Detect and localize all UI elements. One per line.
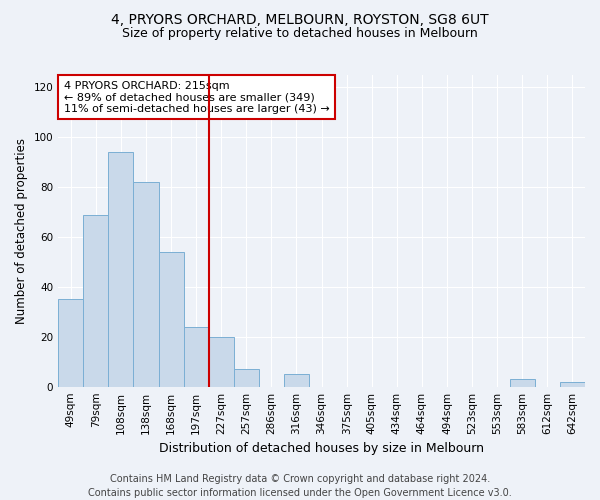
Bar — [209, 337, 234, 386]
Bar — [234, 369, 259, 386]
Bar — [109, 152, 133, 386]
Text: Size of property relative to detached houses in Melbourn: Size of property relative to detached ho… — [122, 28, 478, 40]
Bar — [58, 300, 83, 386]
Y-axis label: Number of detached properties: Number of detached properties — [15, 138, 28, 324]
Bar — [284, 374, 309, 386]
Bar — [158, 252, 184, 386]
Text: 4 PRYORS ORCHARD: 215sqm
← 89% of detached houses are smaller (349)
11% of semi-: 4 PRYORS ORCHARD: 215sqm ← 89% of detach… — [64, 80, 329, 114]
Bar — [133, 182, 158, 386]
Text: Contains HM Land Registry data © Crown copyright and database right 2024.
Contai: Contains HM Land Registry data © Crown c… — [88, 474, 512, 498]
Bar — [560, 382, 585, 386]
X-axis label: Distribution of detached houses by size in Melbourn: Distribution of detached houses by size … — [159, 442, 484, 455]
Bar — [510, 379, 535, 386]
Bar — [184, 327, 209, 386]
Text: 4, PRYORS ORCHARD, MELBOURN, ROYSTON, SG8 6UT: 4, PRYORS ORCHARD, MELBOURN, ROYSTON, SG… — [111, 12, 489, 26]
Bar — [83, 214, 109, 386]
